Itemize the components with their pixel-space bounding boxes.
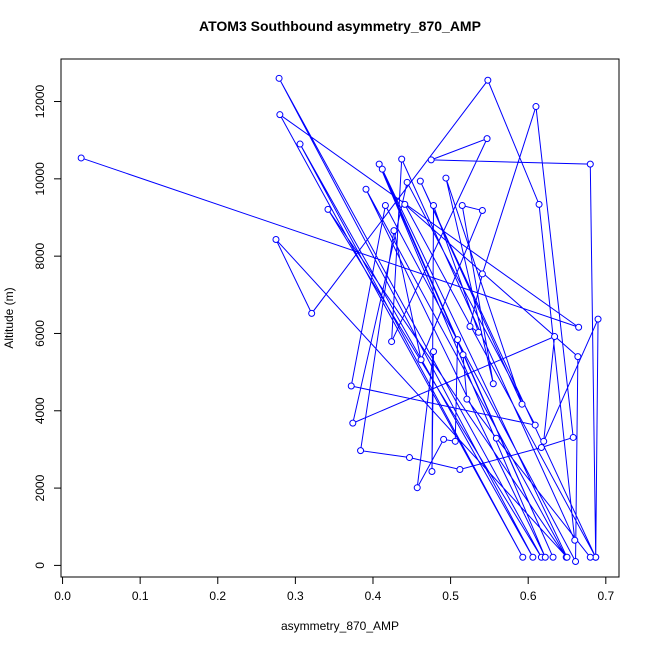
point bbox=[296, 140, 304, 148]
y-tick-label: 6000 bbox=[33, 320, 47, 347]
point bbox=[478, 270, 486, 278]
point bbox=[362, 185, 370, 193]
point bbox=[492, 434, 500, 442]
point bbox=[430, 348, 438, 356]
point bbox=[272, 236, 280, 244]
point bbox=[571, 536, 579, 544]
point bbox=[575, 323, 583, 331]
point bbox=[413, 484, 421, 492]
point bbox=[442, 174, 450, 182]
point bbox=[417, 356, 425, 364]
point bbox=[532, 103, 540, 111]
point bbox=[531, 421, 539, 429]
point bbox=[537, 444, 545, 451]
point bbox=[390, 227, 398, 235]
y-tick-label: 10000 bbox=[33, 162, 47, 196]
point bbox=[403, 178, 411, 186]
point bbox=[77, 154, 85, 162]
x-tick-label: 0.6 bbox=[520, 589, 537, 603]
point bbox=[586, 160, 594, 168]
point bbox=[489, 380, 497, 388]
point bbox=[569, 433, 577, 441]
point bbox=[428, 467, 436, 475]
point bbox=[519, 553, 527, 561]
point bbox=[276, 111, 284, 119]
point bbox=[594, 315, 602, 323]
point bbox=[475, 328, 483, 336]
point bbox=[275, 74, 283, 82]
plot-frame bbox=[60, 58, 620, 578]
point bbox=[463, 395, 471, 403]
x-tick-label: 0.3 bbox=[287, 589, 304, 603]
point bbox=[518, 400, 526, 408]
point bbox=[381, 202, 389, 210]
point bbox=[451, 437, 459, 445]
y-axis-label: Altitude (m) bbox=[2, 287, 16, 348]
point bbox=[416, 177, 424, 185]
point bbox=[535, 200, 543, 208]
point bbox=[349, 419, 357, 427]
point bbox=[572, 558, 580, 566]
x-tick-label: 0.4 bbox=[365, 589, 382, 603]
y-tick-label: 0 bbox=[33, 562, 47, 569]
point bbox=[427, 156, 435, 164]
y-tick-label: 2000 bbox=[33, 474, 47, 501]
x-tick-label: 0.1 bbox=[132, 589, 149, 603]
point bbox=[347, 382, 355, 390]
point bbox=[401, 200, 409, 208]
x-tick-label: 0.7 bbox=[597, 589, 614, 603]
y-tick-label: 8000 bbox=[33, 242, 47, 269]
point bbox=[308, 309, 316, 317]
point bbox=[478, 207, 486, 215]
point bbox=[541, 553, 549, 561]
y-tick-label: 4000 bbox=[33, 397, 47, 424]
point bbox=[388, 338, 396, 346]
point bbox=[551, 333, 559, 341]
point bbox=[466, 323, 474, 331]
point bbox=[375, 160, 383, 168]
x-tick-label: 0.5 bbox=[442, 589, 459, 603]
point bbox=[398, 155, 406, 163]
point bbox=[357, 447, 365, 455]
point bbox=[459, 351, 467, 359]
point bbox=[586, 553, 594, 561]
point bbox=[405, 454, 413, 462]
y-tick-label: 12000 bbox=[33, 85, 47, 119]
series-line bbox=[81, 78, 599, 562]
x-axis-label: asymmetry_870_AMP bbox=[281, 619, 399, 633]
point bbox=[430, 202, 438, 210]
x-tick-label: 0.2 bbox=[209, 589, 226, 603]
point bbox=[454, 336, 462, 344]
point bbox=[574, 353, 582, 361]
point bbox=[456, 466, 464, 474]
point bbox=[484, 76, 492, 84]
x-tick-label: 0.0 bbox=[54, 589, 71, 603]
point bbox=[540, 437, 548, 445]
chart-title: ATOM3 Southbound asymmetry_870_AMP bbox=[199, 18, 481, 34]
point bbox=[529, 553, 537, 561]
point bbox=[483, 135, 491, 143]
point bbox=[324, 205, 332, 213]
point bbox=[378, 165, 386, 173]
point bbox=[549, 553, 557, 561]
point bbox=[563, 553, 571, 561]
point bbox=[440, 435, 448, 443]
point bbox=[458, 202, 466, 210]
